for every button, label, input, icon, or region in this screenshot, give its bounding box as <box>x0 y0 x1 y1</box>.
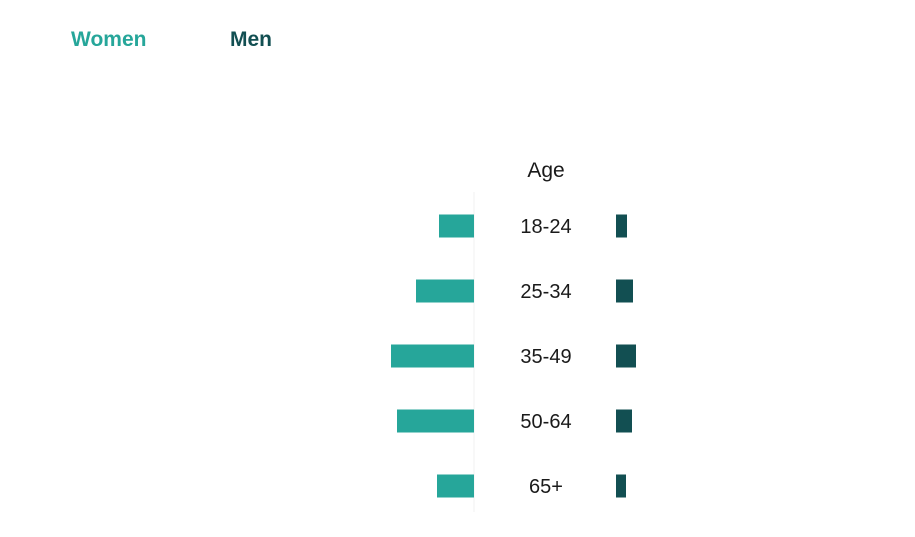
bar-women-50-64[interactable] <box>397 409 474 433</box>
legend-men[interactable]: Men <box>230 28 272 51</box>
category-label-65+: 65+ <box>529 476 563 498</box>
bar-men-18-24[interactable] <box>616 214 627 238</box>
bar-women-18-24[interactable] <box>439 214 474 238</box>
category-label-50-64: 50-64 <box>520 411 571 433</box>
bar-men-35-49[interactable] <box>616 344 636 368</box>
category-label-35-49: 35-49 <box>520 346 571 368</box>
category-label-25-34: 25-34 <box>520 281 571 303</box>
bar-women-65+[interactable] <box>437 474 474 498</box>
bar-women-25-34[interactable] <box>416 279 474 303</box>
bar-men-50-64[interactable] <box>616 409 632 433</box>
bar-men-65+[interactable] <box>616 474 626 498</box>
category-axis-label: Age <box>527 159 564 182</box>
category-label-18-24: 18-24 <box>520 216 571 238</box>
legend-women[interactable]: Women <box>71 28 147 51</box>
bar-men-25-34[interactable] <box>616 279 633 303</box>
bar-women-35-49[interactable] <box>391 344 474 368</box>
chart-rows: 18-24 25-34 35-49 50-64 65+ <box>391 214 636 498</box>
